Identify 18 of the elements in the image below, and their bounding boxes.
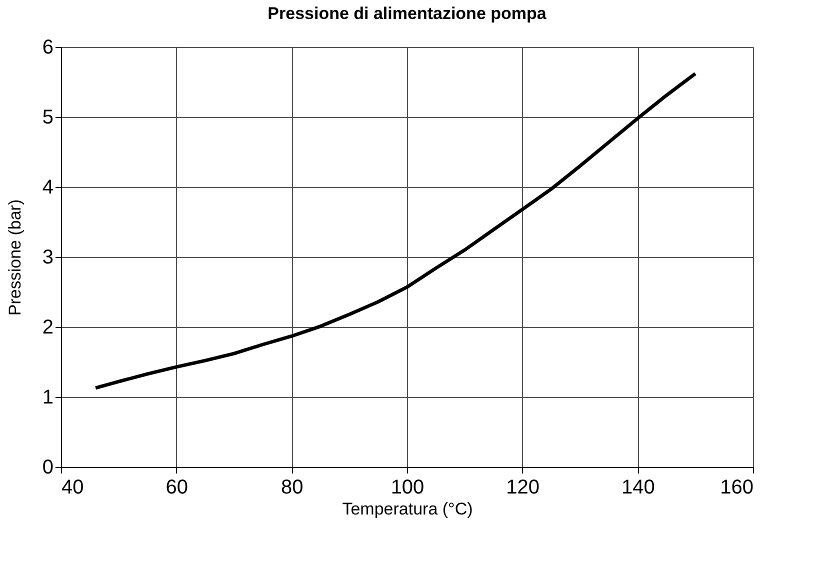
y-tick-label: 2 [42,316,54,338]
y-tick-label: 5 [42,106,54,128]
y-tick-label: 4 [42,176,54,198]
y-tick-label: 6 [42,36,54,58]
x-tick-label: 80 [281,476,304,498]
x-tick-label: 140 [621,476,655,498]
y-axis-title: Pressione (bar) [5,199,24,316]
y-tick-label: 3 [42,246,54,268]
y-tick-label: 1 [42,386,54,408]
x-tick-label: 40 [62,476,84,498]
x-axis-title: Temperatura (°C) [342,500,473,518]
chart-title: Pressione di alimentazione pompa [268,4,547,23]
y-tick-label: 0 [42,456,54,478]
x-tick-label: 100 [390,476,424,498]
x-tick-label: 160 [720,476,754,498]
x-tick-label: 120 [506,476,540,498]
x-tick-label: 60 [166,476,188,498]
line-series [94,72,698,390]
